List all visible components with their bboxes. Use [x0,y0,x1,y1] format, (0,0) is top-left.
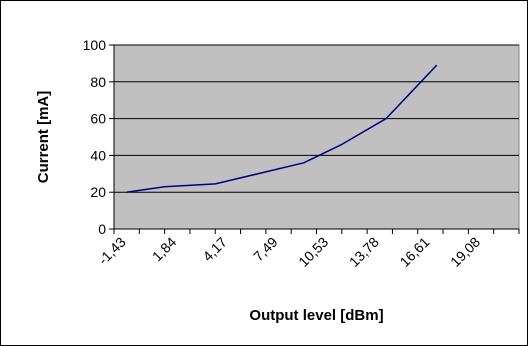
gridlines [114,44,519,193]
y-tick-label: 20 [90,184,106,200]
y-tick-label: 80 [90,74,106,90]
x-axis-title: Output level [dBm] [249,307,383,324]
x-tick-label: 7,49 [250,234,281,265]
y-axis-title: Current [mA] [35,91,52,184]
y-axis-ticks: 0 20 40 60 80 100 [83,37,519,237]
x-tick-label: 1,84 [149,234,180,265]
y-tick-label: 60 [90,111,106,127]
x-axis-ticks: -1,43 1,84 4,17 7,49 10,53 13,78 16,61 19,08 [95,229,520,270]
y-tick-label: 40 [90,147,106,163]
plot-area [113,44,520,230]
x-tick-label: 10,53 [295,234,331,270]
x-tick-label: 4,17 [199,234,230,265]
series-layer [126,64,438,193]
x-tick-label: 16,61 [396,234,432,270]
x-tick-label: 13,78 [346,234,382,270]
x-tick-label: -1,43 [95,234,129,268]
y-tick-label: 0 [98,221,106,237]
y-tick-label: 100 [83,37,107,53]
x-tick-label: 19,08 [447,234,483,270]
